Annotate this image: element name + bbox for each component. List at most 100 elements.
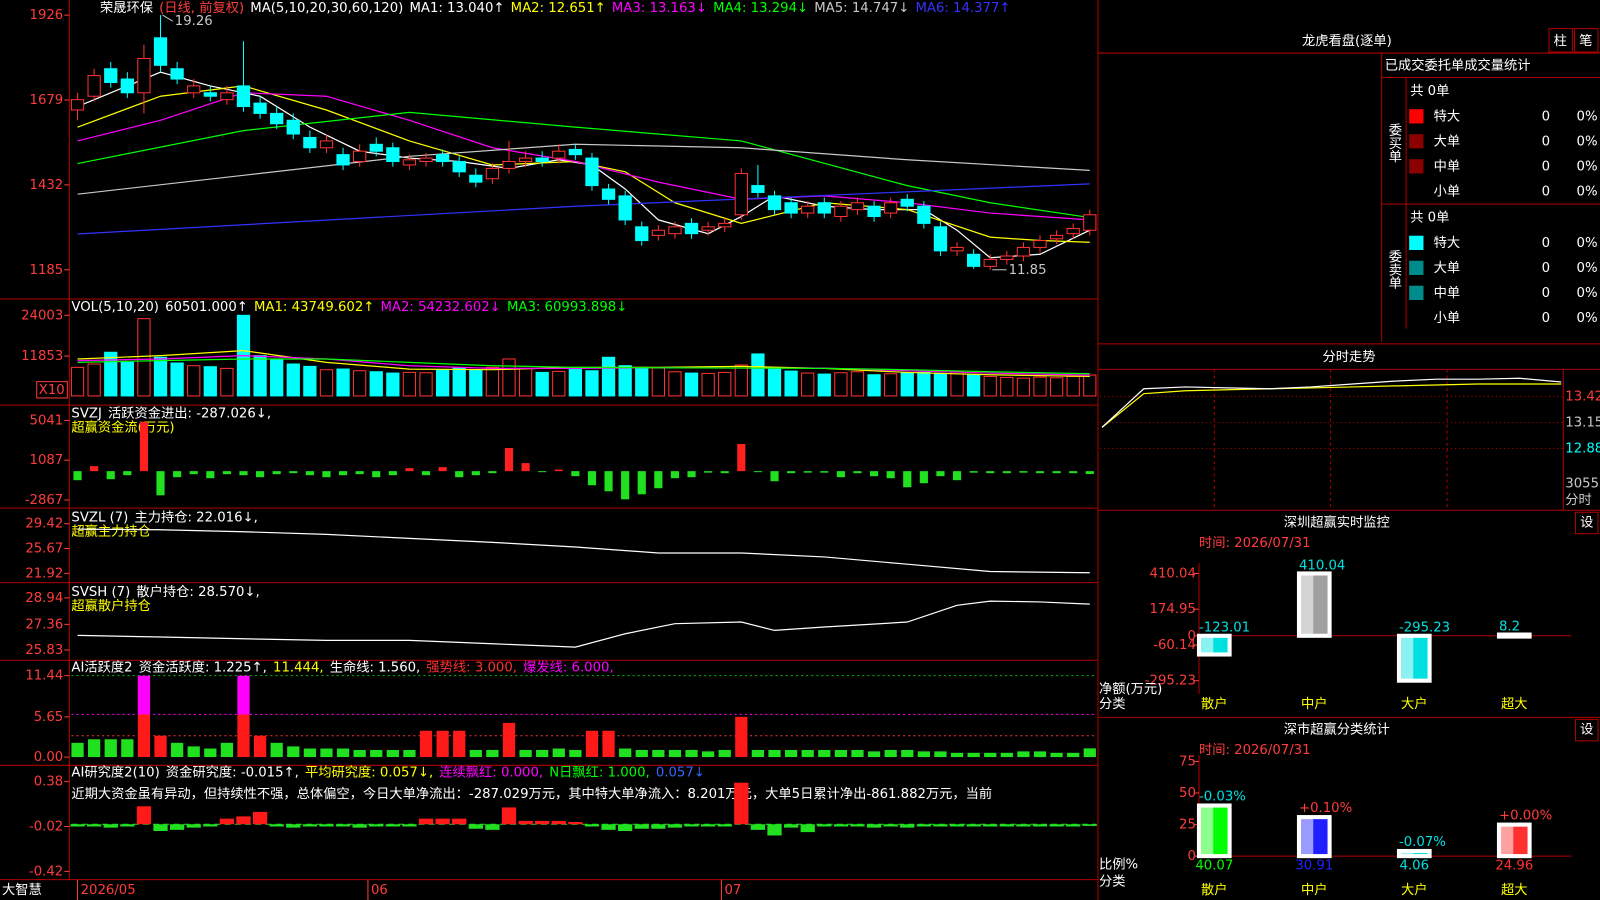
panel-button[interactable]: 设 [1580,722,1593,738]
group-total: 共 0单 [1410,83,1449,99]
research-bar [501,807,517,825]
activity-bar [237,675,250,758]
activity-bar [320,748,333,758]
bar-core [1198,635,1214,655]
candle-body [1033,240,1047,248]
y-tick-label: -0.02 [29,820,63,835]
y-tick-label: 1185 [30,263,64,278]
y-tick-label: 25 [1179,818,1196,833]
row-name: 特大 [1434,235,1461,251]
flow-bar [504,447,514,472]
swatch [1409,260,1424,275]
flow-bar [787,471,796,474]
y-tick-label: 0.00 [34,750,64,765]
research-bar [568,822,583,825]
min-annotation: 11.85 [1009,263,1047,278]
average-line [1101,383,1562,428]
value-label: 30.91 [1295,858,1333,873]
activity-bar [253,735,267,758]
swatch [1409,285,1424,300]
flow-bar [554,469,563,472]
research-bar [136,806,152,825]
candle-body [435,154,450,163]
indicator-legend: 强势线: 3.000, [426,659,517,675]
y-tick-label: 11.44 [25,669,63,684]
y-tick-label: 24003 [21,308,63,323]
holding-line [77,600,1090,648]
candle-body [701,226,715,231]
row-name: 中单 [1434,285,1461,301]
y-tick-label: 1926 [30,8,64,23]
flow-bar [903,471,912,488]
activity-bar [104,739,117,758]
research-bar [601,824,616,830]
activity-bar [652,749,665,758]
volume-bar [784,370,798,397]
row-name: 中单 [1434,158,1461,174]
activity-bar [1067,752,1080,758]
ma-line [77,111,1090,219]
swatch [1409,134,1424,149]
candle-body [917,205,931,224]
value-label: 40.07 [1195,858,1233,873]
activity-bar [353,749,366,758]
panel-button[interactable]: 设 [1580,514,1593,530]
activity-bar [867,751,881,758]
candle-body [153,37,168,66]
flow-bar [1035,471,1045,474]
flow-bar [1069,471,1078,474]
volume-tick: 3055 [1565,477,1599,492]
volume-bar [435,369,450,397]
candle-body [203,92,217,97]
volume-bar [867,374,881,397]
bar-core [1498,634,1514,637]
volume-ma-line [77,354,1090,376]
candle-body [104,68,118,83]
row-count: 0 [1542,236,1550,251]
category-label: 中户 [1301,695,1328,712]
activity-bar [88,739,101,758]
research-bar [551,820,566,825]
activity-bar [469,749,482,758]
volume-bar [933,372,948,397]
indicator-label: SVSH (7) [71,585,130,600]
activity-bar [967,752,980,758]
research-bar [700,824,716,827]
volume-bar [834,372,848,397]
research-bar [418,818,434,825]
flow-bar [571,471,580,477]
activity-bar [370,749,383,758]
research-bar [817,824,832,827]
research-bar [352,824,367,828]
flow-bar [421,471,431,476]
activity-bar [685,749,698,758]
candle-body [336,154,350,166]
volume-bar [535,371,549,397]
activity-bar [154,735,167,758]
volume-bar [967,374,981,397]
flow-bar [73,471,82,481]
row-ratio: 0% [1577,236,1598,251]
research-bar [618,824,633,831]
flow-bar [206,471,215,479]
volume-bar [1066,375,1080,397]
volume-bar [950,371,964,397]
value-label: 8.2 [1499,619,1520,634]
row-ratio: 0% [1577,134,1598,149]
row-count: 0 [1542,311,1550,326]
panel-subtitle: 已成交委托单成交量统计 [1385,56,1531,73]
activity-bar [934,751,947,758]
flow-bar [173,471,182,478]
candle-body [884,202,898,214]
volume-bar [884,373,898,397]
panel-button[interactable]: 柱 [1554,33,1567,49]
candle-body [1049,234,1064,240]
flow-bar [986,471,995,474]
panel-button[interactable]: 笔 [1579,33,1592,49]
volume-bar [817,373,831,397]
activity-bar [984,752,997,758]
flow-bar [720,471,729,474]
change-label: +0.10% [1299,801,1352,816]
flow-bar [455,471,464,478]
volume-bar [767,368,782,397]
